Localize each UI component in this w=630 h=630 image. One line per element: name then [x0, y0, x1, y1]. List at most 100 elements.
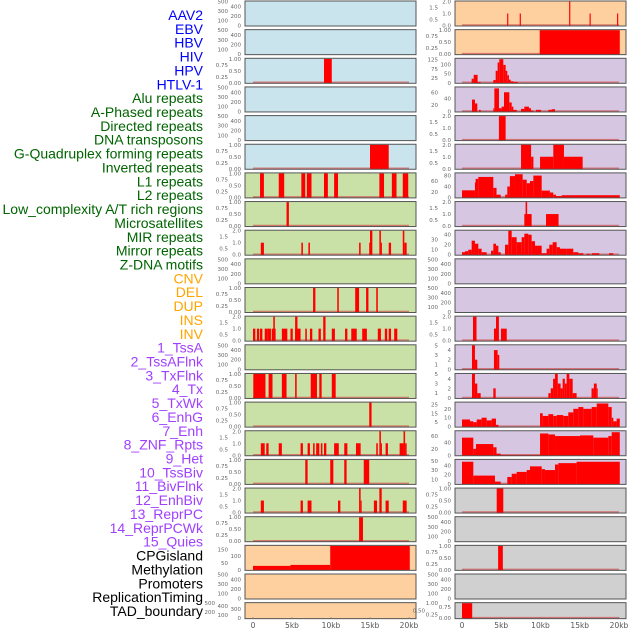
- track-panel: 0.0 0.5 1.0 1.5 2.0: [429, 0, 627, 30]
- y-tick-label: 0: [238, 568, 242, 574]
- y-tick-label: 3: [435, 353, 439, 359]
- track-label: 9_Het: [166, 451, 203, 467]
- y-tick-label: 0: [448, 367, 452, 373]
- data-bar: [473, 422, 477, 428]
- data-bar: [495, 316, 499, 342]
- track-label: 12_EnhBiv: [135, 492, 203, 508]
- track-label: Methylation: [131, 561, 203, 577]
- y-tick-label: 2.0: [442, 114, 451, 120]
- data-bar: [385, 443, 388, 456]
- data-bar: [281, 328, 288, 342]
- data-bar: [513, 81, 518, 84]
- data-bar: [363, 459, 370, 485]
- data-bar: [307, 443, 310, 456]
- data-bar: [305, 459, 308, 485]
- data-bar: [474, 103, 478, 112]
- data-bar: [524, 106, 529, 112]
- panel-background: [245, 344, 416, 370]
- data-bar: [524, 233, 529, 256]
- y-tick-label: 1.00: [439, 544, 452, 550]
- y-tick-label: 50: [431, 459, 438, 465]
- y-tick-label: 300: [218, 582, 229, 588]
- y-tick-label: 0: [448, 109, 452, 115]
- panel-background: [455, 545, 626, 571]
- data-bar: [555, 464, 559, 485]
- y-tick-label: 100: [218, 105, 229, 111]
- data-bar: [462, 461, 474, 485]
- y-tick-label: 400: [231, 90, 242, 96]
- data-bar: [511, 106, 514, 112]
- data-bar: [529, 466, 542, 485]
- data-bar: [569, 1, 571, 26]
- data-bar: [586, 253, 590, 256]
- panel-background: [245, 574, 416, 599]
- data-bar: [260, 443, 265, 456]
- y-tick-label: 0.25: [426, 46, 439, 52]
- track-label: MIR repeats: [127, 229, 203, 245]
- y-tick-label: 0.75: [216, 206, 229, 212]
- y-tick-label: 0: [448, 310, 452, 316]
- data-bar: [535, 245, 542, 256]
- y-tick-label: 200: [441, 272, 452, 278]
- data-bar: [494, 481, 501, 485]
- y-tick-label: 100: [218, 133, 229, 139]
- y-tick-label: 1.5: [429, 149, 438, 155]
- data-bar: [320, 443, 323, 456]
- data-bar: [402, 230, 405, 256]
- x-tick-label: 5kb: [285, 621, 299, 630]
- panel-frame: [454, 315, 627, 342]
- data-bar: [553, 194, 556, 198]
- y-tick-label: 0: [238, 367, 242, 373]
- track-label: DUP: [173, 298, 203, 314]
- y-tick-label: 20: [444, 243, 451, 249]
- data-bar: [370, 230, 373, 256]
- y-tick-label: 300: [231, 607, 242, 613]
- data-bar: [330, 545, 410, 571]
- y-tick-label: 300: [218, 38, 229, 44]
- data-bar: [546, 248, 550, 256]
- y-tick-label: 0.25: [216, 533, 229, 539]
- y-tick-label: 20: [431, 190, 438, 196]
- y-tick-label: 0.75: [216, 378, 229, 384]
- y-tick-label: 1.5: [219, 493, 228, 499]
- data-bar: [344, 443, 348, 456]
- data-bar: [569, 378, 573, 399]
- data-bar: [496, 453, 501, 456]
- track-label: HIV: [180, 49, 204, 65]
- y-tick-label: 1.00: [229, 286, 242, 292]
- panel-background: [455, 115, 626, 141]
- data-bar: [521, 108, 525, 112]
- data-bar: [521, 237, 525, 256]
- track-panel: 0.0 0.5 1.0 1.5 2.0: [219, 429, 417, 459]
- y-tick-label: 1.00: [229, 200, 242, 206]
- data-bar: [509, 102, 512, 112]
- track-panel: 0.000.250.500.751.00: [426, 28, 627, 58]
- panel-frame: [454, 258, 627, 285]
- y-tick-label: 0.50: [439, 556, 452, 562]
- data-bar: [402, 500, 407, 514]
- track-panel: 0 5 10 15 20 25: [431, 401, 627, 431]
- y-tick-label: 2.0: [232, 429, 241, 435]
- data-bar: [531, 110, 534, 112]
- y-tick-label: 400: [231, 262, 242, 268]
- x-tick-label: 15kb: [570, 621, 589, 630]
- data-bar: [376, 288, 378, 313]
- y-tick-label: 2.0: [442, 200, 451, 206]
- y-tick-label: 0.75: [216, 149, 229, 155]
- track-panel: 0 1 2 3 4 5: [435, 372, 627, 402]
- data-bar: [508, 230, 512, 256]
- data-bar: [323, 58, 332, 84]
- data-bar: [308, 242, 310, 256]
- y-tick-label: 0: [448, 81, 452, 87]
- y-tick-label: 400: [231, 33, 242, 39]
- track-panel: 0 1 2 3 4 5: [435, 343, 627, 373]
- data-bar: [402, 173, 409, 198]
- panel-frame: [454, 57, 627, 84]
- y-tick-label: 10: [431, 248, 438, 254]
- data-bar: [503, 64, 506, 84]
- data-bar: [556, 247, 560, 256]
- data-bar: [300, 443, 303, 456]
